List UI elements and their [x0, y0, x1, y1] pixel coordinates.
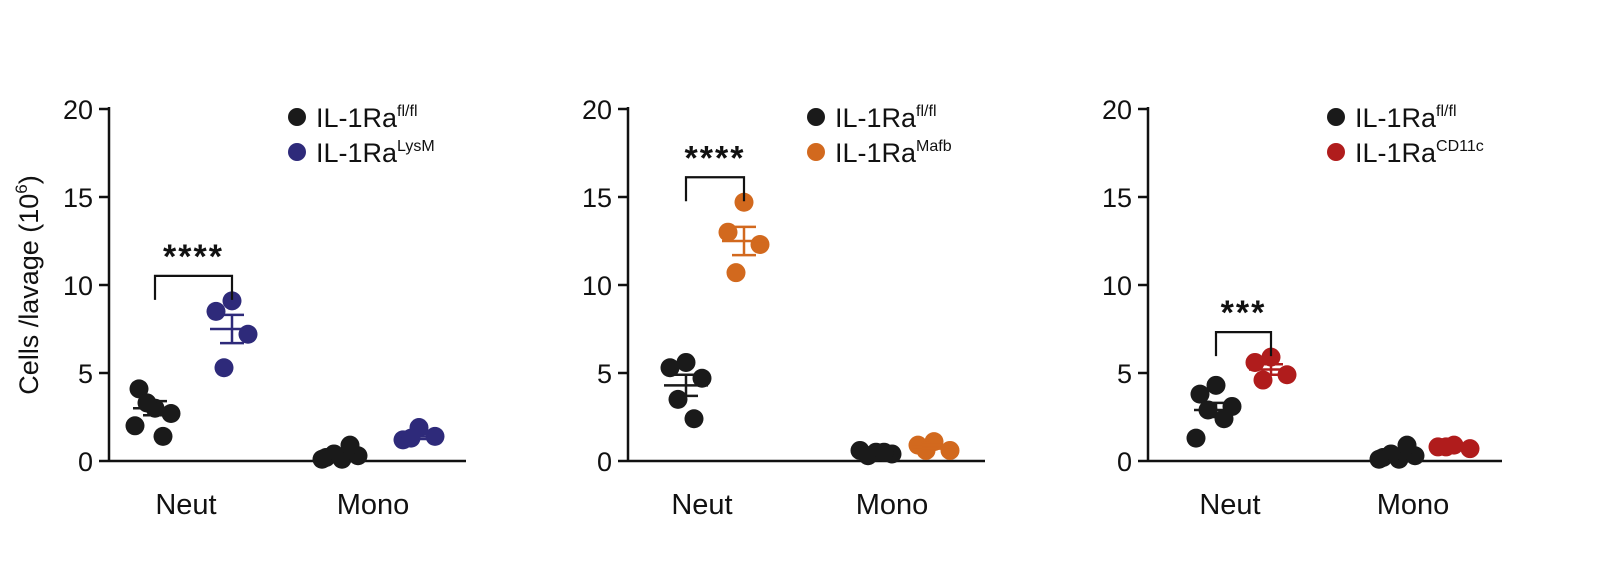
- chart-panel-2: 0 5 10 15 20 Neut Mono **** IL-1Rafl/fl IL-1RaMaf…: [582, 95, 985, 521]
- y-tick-label: 20: [63, 95, 93, 125]
- y-tick-label: 15: [582, 183, 612, 213]
- data-point: [1186, 428, 1206, 448]
- legend-marker: [807, 108, 825, 126]
- data-point: [684, 409, 704, 429]
- data-point: [916, 440, 936, 460]
- significance-bracket: [1214, 331, 1273, 357]
- chart-panel-3: 0 5 10 15 20 Neut Mono *** IL-1Rafl/fl IL-1RaCD11…: [1102, 95, 1502, 521]
- data-point: [222, 291, 242, 311]
- legend-label: IL-1RaCD11c: [1355, 138, 1484, 168]
- legend-label: IL-1Rafl/fl: [316, 103, 418, 133]
- y-tick-label: 10: [63, 271, 93, 301]
- y-tick-label: 5: [78, 359, 93, 389]
- y-tick-label: 0: [78, 447, 93, 477]
- y-tick-label: 20: [582, 95, 612, 125]
- data-point: [206, 301, 226, 321]
- data-point: [940, 440, 960, 460]
- data-point: [137, 393, 157, 413]
- y-tick-label: 20: [1102, 95, 1132, 125]
- legend-label: IL-1RaLysM: [316, 138, 435, 168]
- category-label-neut: Neut: [671, 489, 732, 521]
- data-point: [1214, 409, 1234, 429]
- data-point: [129, 379, 149, 399]
- y-tick-label: 0: [1117, 447, 1132, 477]
- category-label-neut: Neut: [1199, 489, 1260, 521]
- significance-label: ****: [685, 139, 746, 177]
- data-point: [214, 358, 234, 378]
- data-point: [312, 449, 332, 469]
- data-point: [238, 324, 258, 344]
- category-label-mono: Mono: [1377, 489, 1450, 521]
- data-point: [1190, 384, 1210, 404]
- significance-label: ***: [1221, 294, 1267, 332]
- data-point: [734, 192, 754, 212]
- data-point: [1253, 370, 1273, 390]
- y-tick-label: 5: [597, 359, 612, 389]
- legend-label: IL-1Rafl/fl: [1355, 103, 1457, 133]
- significance-bracket: [153, 274, 234, 300]
- legend-label: IL-1Rafl/fl: [835, 103, 937, 133]
- data-point: [726, 263, 746, 283]
- legend-marker: [1327, 108, 1345, 126]
- data-point: [858, 446, 878, 466]
- legend-label: IL-1RaMafb: [835, 138, 952, 168]
- data-point: [1261, 347, 1281, 367]
- data-point: [1245, 352, 1265, 372]
- y-tick-label: 10: [1102, 271, 1132, 301]
- data-point: [676, 352, 696, 372]
- data-point: [125, 416, 145, 436]
- data-point: [660, 358, 680, 378]
- legend-marker: [807, 143, 825, 161]
- significance-bracket: [684, 176, 746, 202]
- significance-label: ****: [163, 238, 224, 276]
- category-label-mono: Mono: [337, 489, 410, 521]
- legend-marker: [288, 108, 306, 126]
- category-label-mono: Mono: [856, 489, 929, 521]
- y-tick-label: 15: [1102, 183, 1132, 213]
- data-point: [153, 426, 173, 446]
- legend-marker: [1327, 143, 1345, 161]
- data-point: [750, 235, 770, 255]
- data-point: [1369, 449, 1389, 469]
- data-point: [161, 403, 181, 423]
- data-point: [1460, 439, 1480, 459]
- data-point: [340, 435, 360, 455]
- category-label-neut: Neut: [155, 489, 216, 521]
- legend-marker: [288, 143, 306, 161]
- chart-panel-1: 0 5 10 15 20 Neut Mono Cells /lavage (106) **** I…: [12, 95, 466, 521]
- y-axis-title: Cells /lavage (106): [12, 175, 44, 395]
- data-point: [1397, 435, 1417, 455]
- y-tick-label: 0: [597, 447, 612, 477]
- y-tick-label: 5: [1117, 359, 1132, 389]
- data-point: [668, 389, 688, 409]
- y-tick-label: 15: [63, 183, 93, 213]
- data-point: [718, 222, 738, 242]
- data-point: [1206, 375, 1226, 395]
- y-tick-label: 10: [582, 271, 612, 301]
